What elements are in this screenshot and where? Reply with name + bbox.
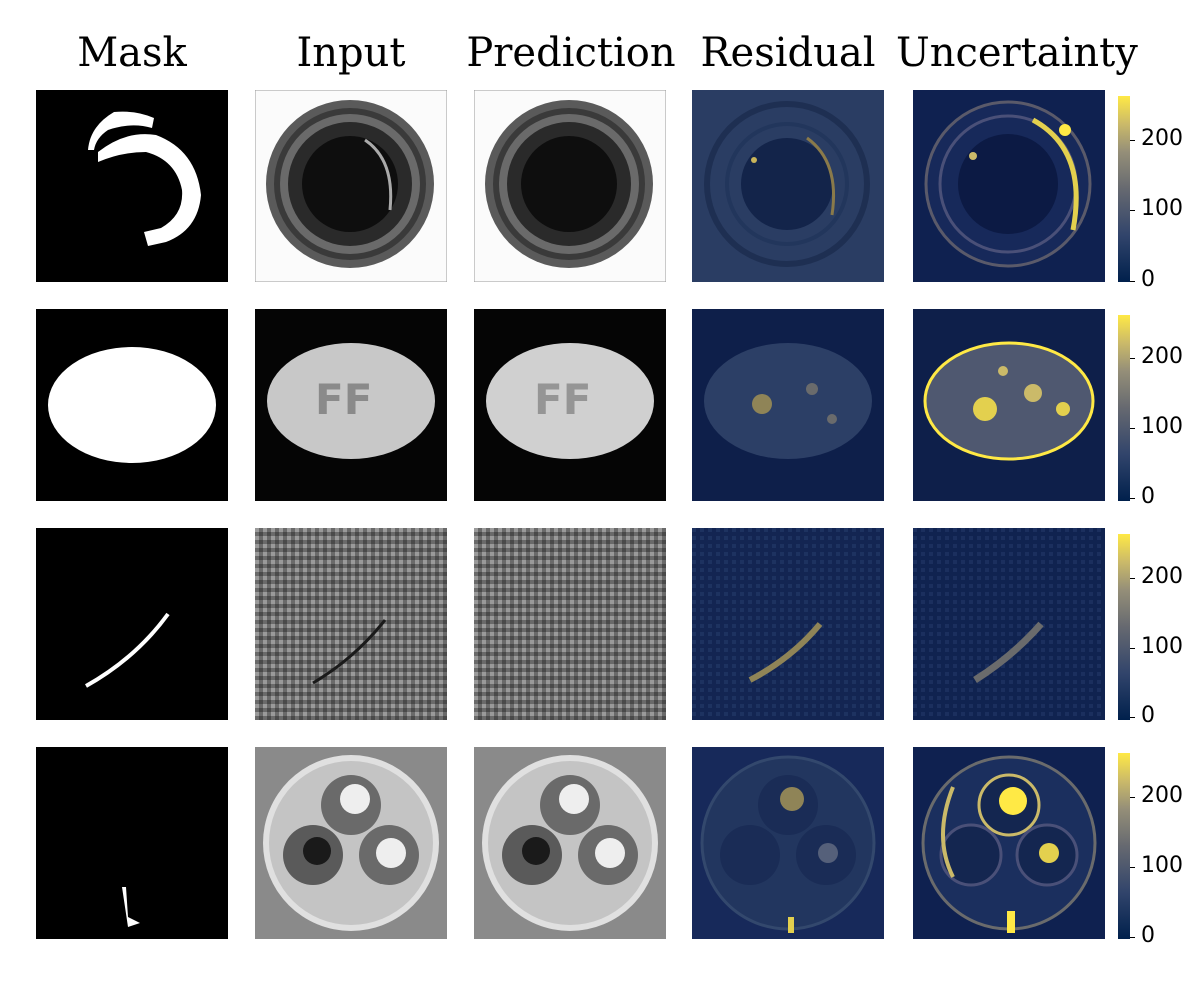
input-image-pill: FF <box>255 309 447 501</box>
colorbar-tick-label: 200 <box>1141 344 1183 369</box>
uncertainty-image-bottle <box>913 90 1105 282</box>
column-title-uncertainty: Uncertainty <box>896 30 1138 76</box>
column-title-input: Input <box>296 30 406 76</box>
colorbar-tick <box>1130 578 1135 579</box>
colorbar-row-3 <box>1118 534 1130 720</box>
colorbar-tick-label: 200 <box>1141 126 1183 151</box>
column-title-residual: Residual <box>700 30 876 76</box>
colorbar-row-4 <box>1118 753 1130 939</box>
colorbar-tick <box>1130 937 1135 938</box>
colorbar-tick-label: 100 <box>1141 853 1183 878</box>
colorbar-row-1 <box>1118 96 1130 282</box>
colorbar-tick <box>1130 210 1135 211</box>
colorbar-tick-label: 0 <box>1141 484 1155 509</box>
mask-image-bottle <box>36 90 228 282</box>
input-image-carpet <box>255 528 447 720</box>
colorbar-tick-label: 0 <box>1141 703 1155 728</box>
uncertainty-image-carpet <box>913 528 1105 720</box>
prediction-image-bottle <box>474 90 666 282</box>
colorbar-tick-label: 0 <box>1141 267 1155 292</box>
uncertainty-image-cable <box>913 747 1105 939</box>
column-title-prediction: Prediction <box>466 30 676 76</box>
colorbar-tick <box>1130 140 1135 141</box>
input-image-bottle <box>255 90 447 282</box>
input-image-cable <box>255 747 447 939</box>
colorbar-tick-label: 100 <box>1141 634 1183 659</box>
svg-text:FF: FF <box>534 375 591 424</box>
colorbar-tick <box>1130 717 1135 718</box>
colorbar-tick <box>1130 428 1135 429</box>
colorbar-tick-label: 0 <box>1141 923 1155 948</box>
colorbar-tick-label: 200 <box>1141 783 1183 808</box>
colorbar-tick-label: 100 <box>1141 196 1183 221</box>
residual-image-carpet <box>692 528 884 720</box>
mask-image-pill <box>36 309 228 501</box>
residual-image-cable <box>692 747 884 939</box>
prediction-image-pill: FF <box>474 309 666 501</box>
colorbar-tick <box>1130 867 1135 868</box>
colorbar-tick-label: 200 <box>1141 564 1183 589</box>
colorbar-tick <box>1130 281 1135 282</box>
uncertainty-image-pill <box>913 309 1105 501</box>
prediction-image-carpet <box>474 528 666 720</box>
colorbar-tick-label: 100 <box>1141 414 1183 439</box>
colorbar-tick <box>1130 498 1135 499</box>
prediction-image-cable <box>474 747 666 939</box>
colorbar-tick <box>1130 358 1135 359</box>
mask-image-cable <box>36 747 228 939</box>
colorbar-row-2 <box>1118 315 1130 501</box>
mask-image-carpet <box>36 528 228 720</box>
colorbar-tick <box>1130 797 1135 798</box>
colorbar-tick <box>1130 648 1135 649</box>
column-title-mask: Mask <box>77 30 187 76</box>
residual-image-pill <box>692 309 884 501</box>
svg-text:FF: FF <box>315 375 372 424</box>
residual-image-bottle <box>692 90 884 282</box>
